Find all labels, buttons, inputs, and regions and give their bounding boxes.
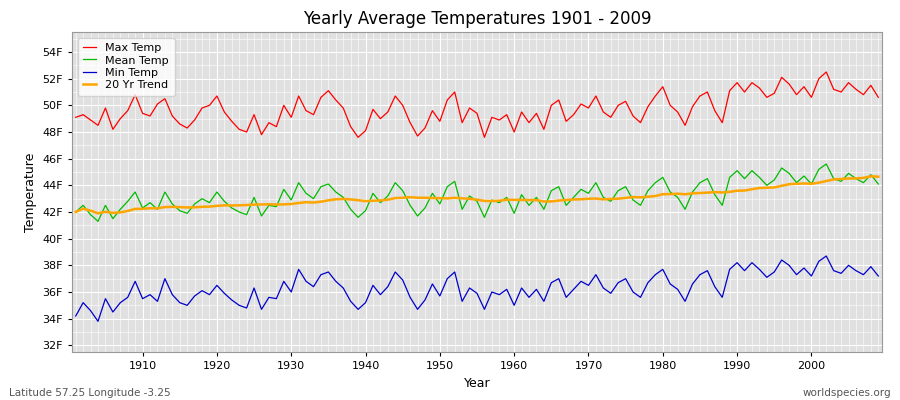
Mean Temp bbox=[517, 192, 527, 197]
Mean Temp bbox=[508, 211, 519, 216]
Line: Mean Temp: Mean Temp bbox=[76, 164, 878, 221]
Mean Temp bbox=[301, 191, 311, 196]
Line: Max Temp: Max Temp bbox=[76, 72, 878, 137]
Mean Temp bbox=[873, 182, 884, 186]
20 Yr Trend bbox=[873, 174, 884, 179]
Max Temp bbox=[338, 106, 348, 110]
20 Yr Trend bbox=[866, 174, 877, 179]
20 Yr Trend bbox=[301, 200, 311, 205]
Max Temp bbox=[508, 130, 519, 134]
Min Temp bbox=[508, 303, 519, 308]
Max Temp bbox=[821, 70, 832, 74]
X-axis label: Year: Year bbox=[464, 376, 490, 390]
20 Yr Trend bbox=[137, 206, 148, 211]
20 Yr Trend bbox=[517, 198, 527, 202]
20 Yr Trend bbox=[346, 197, 356, 202]
Mean Temp bbox=[93, 219, 104, 224]
Min Temp bbox=[606, 291, 616, 296]
Max Temp bbox=[70, 115, 81, 120]
Y-axis label: Temperature: Temperature bbox=[23, 152, 37, 232]
Mean Temp bbox=[137, 206, 148, 210]
Max Temp bbox=[606, 115, 616, 120]
20 Yr Trend bbox=[70, 210, 81, 214]
Mean Temp bbox=[821, 162, 832, 166]
Mean Temp bbox=[606, 199, 616, 204]
Legend: Max Temp, Mean Temp, Min Temp, 20 Yr Trend: Max Temp, Mean Temp, Min Temp, 20 Yr Tre… bbox=[77, 38, 175, 96]
Min Temp bbox=[137, 296, 148, 301]
Min Temp bbox=[821, 254, 832, 258]
Line: Min Temp: Min Temp bbox=[76, 256, 878, 321]
Max Temp bbox=[517, 110, 527, 114]
Max Temp bbox=[873, 95, 884, 100]
20 Yr Trend bbox=[508, 198, 519, 202]
20 Yr Trend bbox=[606, 196, 616, 201]
Min Temp bbox=[517, 286, 527, 290]
Min Temp bbox=[93, 319, 104, 324]
Mean Temp bbox=[70, 210, 81, 214]
Min Temp bbox=[301, 279, 311, 284]
Line: 20 Yr Trend: 20 Yr Trend bbox=[76, 176, 878, 213]
Max Temp bbox=[130, 92, 140, 97]
Max Temp bbox=[353, 135, 364, 140]
Text: worldspecies.org: worldspecies.org bbox=[803, 388, 891, 398]
Max Temp bbox=[293, 94, 304, 98]
Min Temp bbox=[346, 299, 356, 304]
Mean Temp bbox=[346, 207, 356, 212]
20 Yr Trend bbox=[93, 211, 104, 216]
Min Temp bbox=[873, 274, 884, 278]
Min Temp bbox=[70, 314, 81, 318]
Text: Latitude 57.25 Longitude -3.25: Latitude 57.25 Longitude -3.25 bbox=[9, 388, 171, 398]
Title: Yearly Average Temperatures 1901 - 2009: Yearly Average Temperatures 1901 - 2009 bbox=[302, 10, 652, 28]
